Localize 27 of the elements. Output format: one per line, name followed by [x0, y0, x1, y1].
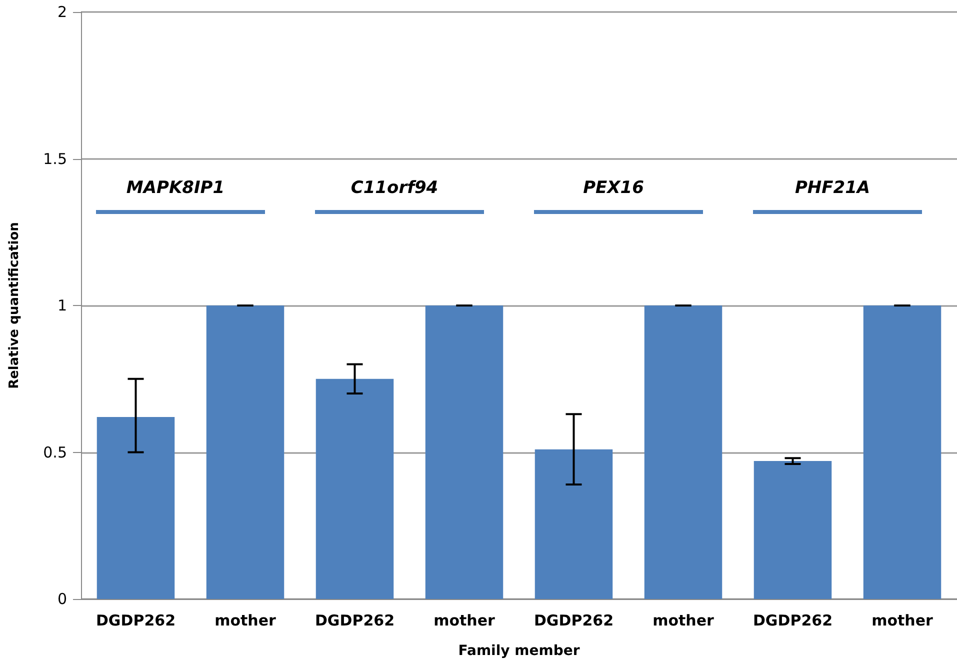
bar	[754, 461, 832, 599]
y-axis-title: Relative quantification	[7, 222, 22, 389]
x-tick-label: mother	[214, 612, 277, 630]
x-axis-title: Family member	[458, 643, 580, 659]
bar	[425, 306, 504, 599]
bar	[863, 306, 942, 599]
annotation: C11orf94	[350, 178, 438, 198]
x-tick-label: DGDP262	[314, 612, 395, 630]
bar	[644, 306, 722, 599]
bar	[206, 306, 284, 599]
bar	[534, 449, 613, 599]
x-tick-label: mother	[434, 612, 496, 630]
bar	[316, 378, 394, 599]
x-tick-label: DGDP262	[534, 612, 614, 630]
annotation: PEX16	[583, 178, 644, 198]
x-tick-label: mother	[872, 612, 934, 630]
x-tick-label: mother	[652, 612, 715, 630]
bar	[96, 417, 175, 599]
y-tick-label: 2	[57, 3, 67, 21]
x-tick-label: DGDP262	[752, 612, 833, 630]
y-tick-label: 1.5	[43, 150, 67, 168]
y-tick-label: 1	[57, 296, 67, 314]
annotation: PHF21A	[794, 178, 870, 198]
y-tick-label: 0.5	[43, 443, 67, 462]
annotation: MAPK8IP1	[126, 178, 225, 198]
y-tick-label: 0	[57, 590, 67, 608]
x-tick-label: DGDP262	[96, 612, 176, 630]
